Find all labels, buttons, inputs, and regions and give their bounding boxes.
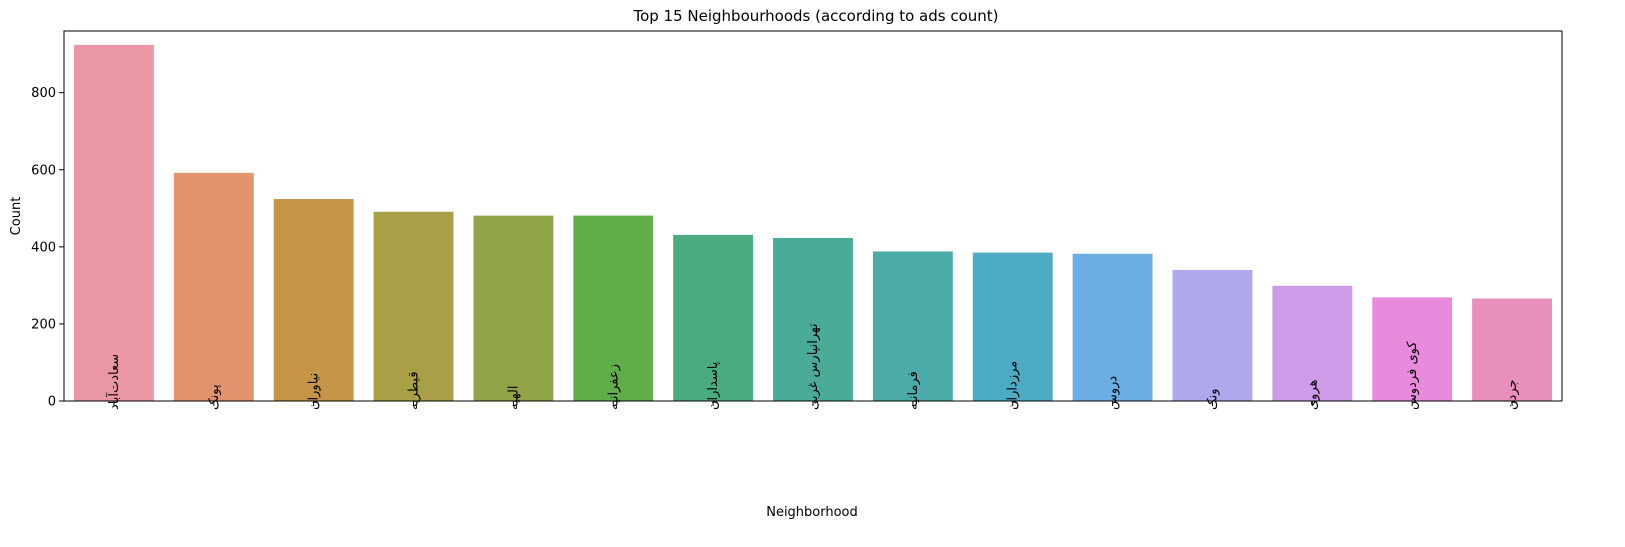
x-tick-label: جردن xyxy=(1505,379,1520,410)
bar xyxy=(1272,285,1353,401)
bar xyxy=(673,234,754,401)
y-tick-label: 400 xyxy=(31,240,56,255)
bar xyxy=(1372,297,1453,401)
bar xyxy=(73,44,154,401)
bar xyxy=(1172,269,1253,401)
bar xyxy=(273,199,354,401)
bar xyxy=(1472,298,1553,401)
bar xyxy=(173,172,254,401)
x-tick-label: قیطریه xyxy=(407,371,422,410)
x-tick-label: نیاوران xyxy=(307,373,322,410)
y-tick-label: 200 xyxy=(31,317,56,332)
bar xyxy=(773,237,853,401)
x-tick-label: دروس xyxy=(1106,376,1121,410)
y-axis-label: Count xyxy=(9,197,24,236)
bar xyxy=(1072,253,1153,401)
x-tick-label: کوی فردوس xyxy=(1405,341,1420,410)
bar xyxy=(473,215,554,401)
plot-frame xyxy=(63,30,1563,402)
x-tick-label: ونک xyxy=(1205,388,1220,410)
bars-group xyxy=(73,44,1553,401)
x-tick-label: پونک xyxy=(207,384,222,410)
x-tick-label: زعفرانیه xyxy=(606,364,621,410)
y-tick-label: 800 xyxy=(31,86,56,101)
x-axis-ticks: سعادت‌آباد پونک نیاوران قیطریه الهیه زعفرانیه… xyxy=(105,323,1520,410)
x-tick-label: پاسداران xyxy=(706,361,721,410)
bar xyxy=(872,251,953,401)
x-tick-label: هروی xyxy=(1305,379,1320,410)
x-tick-label: سعادت‌آباد xyxy=(105,354,122,410)
y-axis-ticks: 0 200 400 600 800 xyxy=(31,86,64,410)
x-tick-label: الهیه xyxy=(506,386,521,410)
chart-title: Top 15 Neighbourhoods (according to ads … xyxy=(632,7,998,25)
bar xyxy=(373,211,454,401)
y-tick-label: 0 xyxy=(48,395,56,410)
x-tick-label: مرزداران xyxy=(1006,361,1021,410)
bar xyxy=(573,215,654,401)
x-tick-label: فرمانیه xyxy=(906,371,921,410)
x-tick-label: تهرانپارس غربی xyxy=(806,323,821,410)
x-axis-label: Neighborhood xyxy=(766,505,858,520)
y-tick-label: 600 xyxy=(31,163,56,178)
bar xyxy=(972,252,1053,401)
